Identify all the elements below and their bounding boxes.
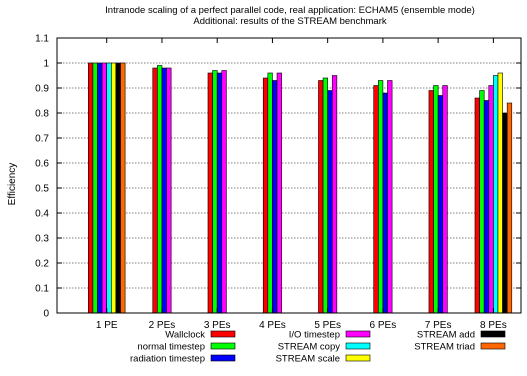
y-tick-label: 1.1 bbox=[35, 34, 49, 45]
y-tick-label: 0.5 bbox=[35, 184, 49, 195]
bar-stream-scale-7 bbox=[497, 72, 503, 314]
x-tick-label: 8 PEs bbox=[480, 320, 507, 331]
bar-wallclock-7 bbox=[474, 97, 480, 314]
x-tick-label: 3 PEs bbox=[204, 320, 231, 331]
bar-radiation-timestep-1 bbox=[161, 67, 167, 314]
bar-wallclock-5 bbox=[373, 85, 379, 314]
bar-i-o-timestep-5 bbox=[387, 80, 393, 314]
bar-stream-copy-7 bbox=[493, 75, 499, 314]
y-axis-label: Efficiency bbox=[7, 163, 18, 206]
legend-swatch bbox=[345, 342, 371, 350]
bar-radiation-timestep-0 bbox=[97, 62, 103, 314]
y-tick-label: 0.3 bbox=[35, 234, 49, 245]
bar-normal-timestep-1 bbox=[157, 65, 163, 314]
chart-title: Intranode scaling of a perfect parallel … bbox=[105, 5, 475, 16]
legend-label: I/O timestep bbox=[289, 330, 340, 341]
bar-wallclock-4 bbox=[318, 80, 324, 314]
legend-label: STREAM copy bbox=[278, 342, 341, 353]
bar-normal-timestep-2 bbox=[212, 70, 218, 314]
bar-wallclock-3 bbox=[262, 77, 269, 314]
y-tick-label: 0.7 bbox=[35, 134, 49, 145]
x-tick-label: 6 PEs bbox=[370, 320, 397, 331]
bar-i-o-timestep-6 bbox=[442, 85, 448, 314]
plot-frame bbox=[56, 37, 522, 314]
bar-normal-timestep-0 bbox=[92, 62, 98, 314]
bar-normal-timestep-3 bbox=[267, 72, 273, 314]
bar-radiation-timestep-6 bbox=[437, 95, 444, 314]
y-tick-label: 0.9 bbox=[35, 84, 49, 95]
legend-swatch bbox=[345, 354, 371, 362]
legend-label: radiation timestep bbox=[130, 354, 205, 365]
legend-label: STREAM add bbox=[417, 330, 475, 341]
bar-radiation-timestep-4 bbox=[327, 90, 333, 314]
bar-wallclock-0 bbox=[88, 62, 94, 314]
y-tick-label: 0.8 bbox=[35, 109, 49, 120]
bar-stream-triad-7 bbox=[506, 102, 513, 314]
legend-swatch bbox=[210, 342, 236, 350]
y-tick-label: 0.4 bbox=[35, 209, 49, 220]
x-tick-labels: 1 PE 2 PEs 3 PEs 4 PEs 5 PEs 6 PEs 7 PEs 8 PEs bbox=[96, 38, 507, 331]
bar-stream-add-0 bbox=[115, 62, 121, 314]
bar-stream-copy-0 bbox=[106, 62, 112, 314]
legend-label: normal timestep bbox=[137, 342, 205, 353]
bar-normal-timestep-6 bbox=[433, 85, 439, 314]
legend-swatch bbox=[210, 354, 236, 362]
legend-label: STREAM scale bbox=[276, 354, 340, 365]
y-tick-label: 0.6 bbox=[35, 159, 49, 170]
bar-i-o-timestep-1 bbox=[166, 67, 172, 314]
chart-subtitle: Additional: results of the STREAM benchm… bbox=[193, 16, 387, 27]
bar-wallclock-1 bbox=[152, 67, 158, 314]
y-tick-label: 1 bbox=[43, 59, 49, 70]
bar-i-o-timestep-0 bbox=[101, 62, 108, 314]
bar-radiation-timestep-2 bbox=[216, 72, 223, 314]
bar-normal-timestep-4 bbox=[322, 77, 328, 314]
bar-radiation-timestep-7 bbox=[483, 100, 490, 314]
bar-stream-triad-0 bbox=[120, 62, 126, 314]
x-tick-label: 4 PEs bbox=[259, 320, 286, 331]
legend-swatch bbox=[480, 342, 506, 350]
x-tick-label: 7 PEs bbox=[425, 320, 452, 331]
legend-swatch bbox=[345, 330, 371, 338]
bar-radiation-timestep-5 bbox=[382, 92, 388, 314]
bar-i-o-timestep-2 bbox=[221, 70, 227, 314]
bars-group bbox=[88, 62, 513, 314]
legend-label: Wallclock bbox=[165, 330, 205, 341]
legend-label: STREAM triad bbox=[414, 342, 475, 353]
bar-normal-timestep-7 bbox=[479, 90, 485, 314]
y-tick-label: 0.1 bbox=[35, 284, 49, 295]
bar-stream-add-7 bbox=[502, 112, 508, 314]
bar-i-o-timestep-4 bbox=[331, 75, 338, 314]
bar-i-o-timestep-7 bbox=[488, 85, 494, 314]
x-tick-label: 5 PEs bbox=[314, 320, 341, 331]
bar-normal-timestep-5 bbox=[378, 80, 384, 314]
y-tick-label: 0.2 bbox=[35, 259, 49, 270]
bar-radiation-timestep-3 bbox=[272, 80, 278, 314]
y-tick-labels: 0 0.1 0.2 0.3 0.4 0.5 0.6 0.7 0.8 0.9 1 1.1 bbox=[35, 34, 49, 320]
bar-wallclock-6 bbox=[428, 90, 434, 314]
legend-swatch bbox=[480, 330, 506, 338]
legend-swatch bbox=[210, 330, 236, 338]
bar-wallclock-2 bbox=[207, 72, 213, 314]
y-tick-label: 0 bbox=[43, 309, 49, 320]
x-tick-label: 1 PE bbox=[96, 320, 118, 331]
x-tick-label: 2 PEs bbox=[149, 320, 176, 331]
gridlines bbox=[57, 37, 521, 314]
bar-stream-scale-0 bbox=[111, 62, 117, 314]
bar-i-o-timestep-3 bbox=[276, 72, 282, 314]
